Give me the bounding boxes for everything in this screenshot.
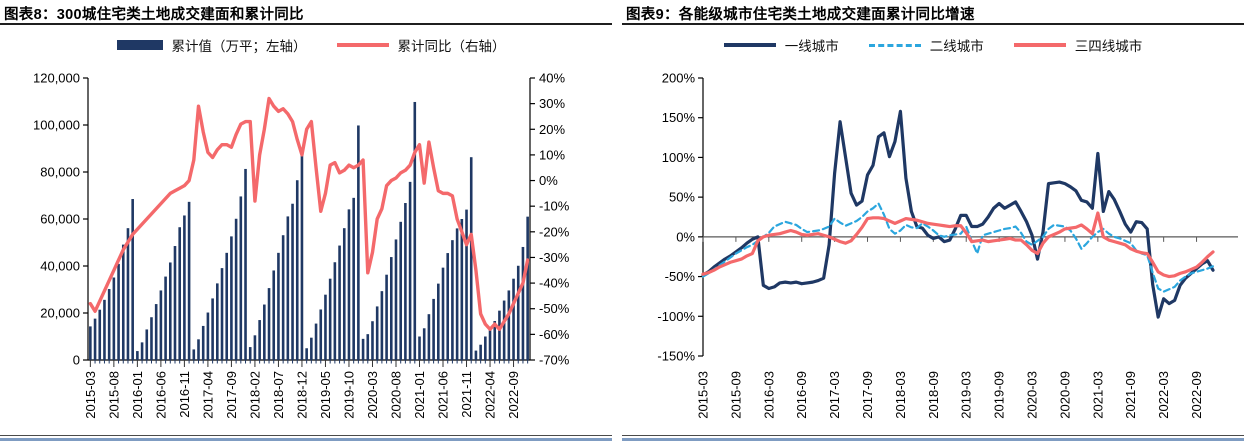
svg-text:60,000: 60,000 (40, 212, 80, 227)
svg-text:80,000: 80,000 (40, 165, 80, 180)
svg-text:20%: 20% (539, 122, 565, 137)
svg-text:50%: 50% (669, 190, 695, 205)
chart9-legend-tier1-label: 一线城市 (784, 39, 839, 54)
svg-text:2022-09: 2022-09 (506, 371, 521, 419)
chart9-series-2 (701, 211, 1215, 279)
chart9-legend: 一线城市 二线城市 三四线城市 (622, 35, 1244, 55)
chart9-series-0 (701, 109, 1215, 319)
svg-text:120,000: 120,000 (33, 71, 80, 86)
svg-text:0%: 0% (676, 229, 695, 244)
line-swatch-icon (336, 43, 389, 47)
chart9-legend-item-tier34: 三四线城市 (1013, 35, 1143, 55)
chart9-plot: 200% 150% 100% 50% 0% -50% -100% -150%2015-03 20… (657, 71, 1238, 419)
chart8-bottom-rule (0, 435, 612, 441)
chart8-legend-line-label: 累计同比（右轴） (397, 39, 506, 54)
tier2-dashed-swatch-icon (868, 43, 921, 47)
chart9-panel: 200% 150% 100% 50% 0% -50% -100% -150% 2015-03 20… (622, 0, 1244, 441)
svg-text:2015-08: 2015-08 (106, 371, 121, 419)
svg-text:2015-03: 2015-03 (696, 371, 711, 419)
svg-text:2021-01: 2021-01 (412, 371, 427, 419)
tier34-line-swatch-icon (1013, 43, 1066, 47)
svg-text:-150%: -150% (657, 349, 695, 364)
svg-text:0: 0 (73, 353, 80, 368)
chart8-legend-item-bars: 累计值（万平；左轴） (116, 35, 307, 55)
svg-text:2019-05: 2019-05 (318, 371, 333, 419)
svg-text:2018-02: 2018-02 (247, 371, 262, 419)
chart9-axes: 200% 150% 100% 50% 0% -50% -100% -150%2015-03 20… (657, 71, 1238, 419)
svg-text:20,000: 20,000 (40, 306, 80, 321)
svg-text:2019-10: 2019-10 (341, 371, 356, 419)
svg-text:100%: 100% (662, 150, 696, 165)
tier1-line-swatch-icon (723, 43, 776, 47)
chart8-panel: 120,000 100,000 80,000 60,000 40,000 20,000 0 4… (0, 7, 622, 441)
svg-text:2020-03: 2020-03 (1025, 371, 1040, 419)
svg-text:2022-03: 2022-03 (1156, 371, 1171, 419)
chart8-legend: 累计值（万平；左轴） 累计同比（右轴） (0, 35, 622, 55)
svg-text:2020-03: 2020-03 (365, 371, 380, 419)
chart9-bottom-rule (622, 435, 1244, 441)
svg-text:2022-09: 2022-09 (1189, 371, 1204, 419)
chart8-bars (89, 101, 529, 360)
svg-text:-50%: -50% (665, 269, 696, 284)
svg-text:40,000: 40,000 (40, 259, 80, 274)
svg-text:2017-03: 2017-03 (827, 371, 842, 419)
svg-text:2018-03: 2018-03 (893, 371, 908, 419)
svg-text:2018-07: 2018-07 (271, 371, 286, 419)
chart9-title-rule (622, 23, 1244, 25)
svg-text:2021-03: 2021-03 (1090, 371, 1105, 419)
svg-text:-10%: -10% (539, 199, 570, 214)
svg-text:2016-06: 2016-06 (153, 371, 168, 419)
svg-text:2021-06: 2021-06 (436, 371, 451, 419)
chart9-legend-item-tier1: 一线城市 (723, 35, 839, 55)
svg-text:2021-11: 2021-11 (459, 371, 474, 418)
svg-text:2020-08: 2020-08 (388, 371, 403, 419)
chart8-title: 图表8：300城住宅类土地成交建面和累计同比 (4, 7, 304, 23)
svg-text:-100%: -100% (657, 309, 695, 324)
svg-text:2016-11: 2016-11 (177, 371, 192, 418)
chart8-axes: 120,000 100,000 80,000 60,000 40,000 20,000 0 4… (33, 71, 570, 419)
svg-text:2015-09: 2015-09 (728, 371, 743, 419)
svg-text:-70%: -70% (539, 353, 570, 368)
chart8-plot: 120,000 100,000 80,000 60,000 40,000 20,000 0 4… (33, 71, 570, 419)
chart8-legend-item-line: 累计同比（右轴） (336, 35, 506, 55)
svg-text:2022-04: 2022-04 (483, 371, 498, 419)
chart9-legend-item-tier2: 二线城市 (868, 35, 984, 55)
svg-text:2017-09: 2017-09 (224, 371, 239, 419)
svg-text:2016-03: 2016-03 (761, 371, 776, 419)
svg-text:2019-09: 2019-09 (992, 371, 1007, 419)
svg-text:-50%: -50% (539, 301, 570, 316)
chart9-legend-tier2-label: 二线城市 (929, 39, 984, 54)
chart8-yoy-line (88, 96, 530, 331)
chart9-title: 图表9：各能级城市住宅类土地成交建面累计同比增速 (626, 7, 975, 23)
chart9-legend-tier34-label: 三四线城市 (1074, 39, 1143, 54)
svg-text:30%: 30% (539, 96, 565, 111)
svg-text:2016-01: 2016-01 (130, 371, 145, 419)
svg-text:2017-09: 2017-09 (860, 371, 875, 419)
svg-text:2018-09: 2018-09 (926, 371, 941, 419)
svg-text:-40%: -40% (539, 276, 570, 291)
svg-text:200%: 200% (662, 71, 696, 86)
svg-text:2020-09: 2020-09 (1057, 371, 1072, 419)
svg-text:10%: 10% (539, 147, 565, 162)
svg-text:-20%: -20% (539, 224, 570, 239)
svg-text:150%: 150% (662, 110, 696, 125)
svg-text:0%: 0% (539, 173, 558, 188)
svg-text:2018-12: 2018-12 (294, 371, 309, 419)
chart9-series-1 (701, 202, 1215, 293)
chart8-title-rule (0, 23, 612, 25)
svg-text:2015-03: 2015-03 (83, 371, 98, 419)
svg-text:2019-03: 2019-03 (959, 371, 974, 419)
svg-text:-60%: -60% (539, 327, 570, 342)
svg-text:100,000: 100,000 (33, 118, 80, 133)
svg-text:2016-09: 2016-09 (794, 371, 809, 419)
chart8-legend-bar-label: 累计值（万平；左轴） (171, 39, 307, 54)
svg-text:2021-09: 2021-09 (1123, 371, 1138, 419)
svg-text:40%: 40% (539, 71, 565, 86)
svg-text:-30%: -30% (539, 250, 570, 265)
svg-text:2017-04: 2017-04 (200, 371, 215, 419)
bar-swatch-icon (116, 40, 163, 50)
